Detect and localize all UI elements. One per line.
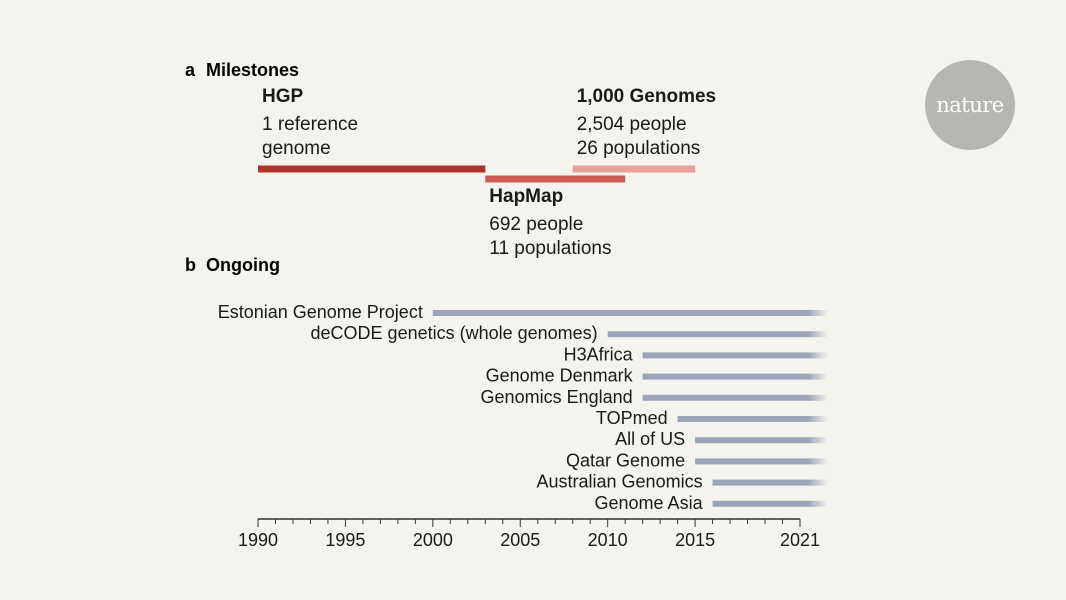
ongoing-label-genomics-england: Genomics England xyxy=(481,387,633,407)
ongoing-label-decode-genetics-whole-genomes-: deCODE genetics (whole genomes) xyxy=(311,323,598,343)
ongoing-bar-genomics-england xyxy=(642,394,808,401)
ongoing-bar-all-of-us xyxy=(695,437,808,444)
milestone-bar-1-000-genomes xyxy=(572,165,696,173)
x-tick-label: 2005 xyxy=(500,530,540,550)
ongoing-label-qatar-genome: Qatar Genome xyxy=(566,450,685,470)
ongoing-bar-fade-h3africa xyxy=(808,352,828,359)
ongoing-bar-fade-genome-asia xyxy=(808,500,828,507)
milestone-detail-hapmap: 11 populations xyxy=(489,238,611,259)
ongoing-bar-australian-genomics xyxy=(712,479,808,486)
x-tick-label: 1995 xyxy=(325,530,365,550)
ongoing-bar-genome-denmark xyxy=(642,373,808,380)
ongoing-bar-topmed xyxy=(677,416,808,422)
panel-b-letter: b xyxy=(185,255,196,275)
milestones-panel: HGP 1 reference genome HapMap 692 people 11 p… xyxy=(258,86,716,259)
x-tick-label: 2021 xyxy=(780,530,820,550)
panel-a-letter: a xyxy=(185,60,196,80)
x-tick-label: 2000 xyxy=(413,530,453,550)
ongoing-label-estonian-genome-project: Estonian Genome Project xyxy=(218,302,423,322)
milestone-detail-1-000-genomes: 2,504 people xyxy=(577,114,687,135)
milestone-detail-hgp: 1 reference xyxy=(262,114,358,135)
ongoing-label-topmed: TOPmed xyxy=(596,408,668,428)
ongoing-label-h3africa: H3Africa xyxy=(564,344,634,364)
milestone-name-1-000-genomes: 1,000 Genomes xyxy=(577,86,716,107)
milestone-bar-hgp xyxy=(258,165,486,173)
x-tick-label: 1990 xyxy=(238,530,278,550)
milestone-detail-1-000-genomes: 26 populations xyxy=(577,138,701,159)
ongoing-bar-fade-genomics-england xyxy=(808,394,828,401)
ongoing-bar-fade-qatar-genome xyxy=(808,458,828,465)
ongoing-bar-fade-genome-denmark xyxy=(808,373,828,380)
ongoing-bar-qatar-genome xyxy=(695,458,808,465)
ongoing-bar-fade-estonian-genome-project xyxy=(808,310,828,316)
x-axis: 1990 1995 2000 2005 2010 2015 2021 xyxy=(238,518,820,550)
milestone-name-hapmap: HapMap xyxy=(489,186,563,207)
ongoing-bar-fade-all-of-us xyxy=(808,437,828,444)
ongoing-label-genome-asia: Genome Asia xyxy=(595,493,704,513)
milestone-name-hgp: HGP xyxy=(262,86,304,107)
nature-logo: nature xyxy=(925,60,1015,150)
ongoing-bar-fade-australian-genomics xyxy=(808,479,828,486)
x-tick-label: 2010 xyxy=(588,530,628,550)
ongoing-label-all-of-us: All of US xyxy=(615,429,685,449)
ongoing-bar-decode-genetics-whole-genomes- xyxy=(607,331,808,338)
panel-b-title: Ongoing xyxy=(206,255,280,275)
nature-logo-text: nature xyxy=(936,93,1004,117)
milestone-detail-hgp: genome xyxy=(262,138,331,159)
ongoing-bar-h3africa xyxy=(642,352,808,359)
milestone-detail-hapmap: 692 people xyxy=(489,214,583,235)
ongoing-bar-genome-asia xyxy=(712,500,808,507)
ongoing-label-australian-genomics: Australian Genomics xyxy=(537,472,703,492)
x-tick-label: 2015 xyxy=(675,530,715,550)
ongoing-bar-estonian-genome-project xyxy=(432,310,808,316)
panel-a-title: Milestones xyxy=(206,60,299,80)
ongoing-bar-fade-topmed xyxy=(808,416,828,422)
milestone-bar-hapmap xyxy=(485,175,626,183)
ongoing-bar-fade-decode-genetics-whole-genomes- xyxy=(808,331,828,338)
ongoing-label-genome-denmark: Genome Denmark xyxy=(486,366,634,386)
